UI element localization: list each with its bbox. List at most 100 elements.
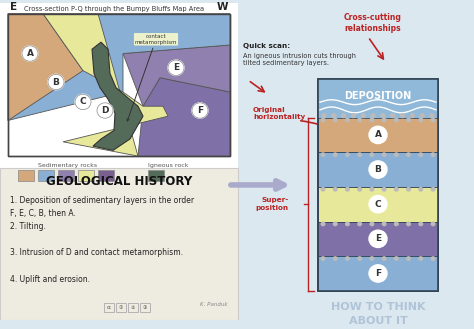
Text: Super-
position: Super- position bbox=[256, 197, 289, 211]
Bar bbox=[58, 169, 74, 181]
Circle shape bbox=[407, 222, 410, 226]
Bar bbox=[0, 3, 238, 320]
Circle shape bbox=[383, 188, 386, 191]
Text: F: F bbox=[197, 106, 203, 115]
Polygon shape bbox=[8, 14, 83, 120]
Text: E: E bbox=[173, 63, 179, 72]
Text: 1. Deposition of sedimentary layers in the order
F, E, C, B, then A.: 1. Deposition of sedimentary layers in t… bbox=[10, 196, 194, 218]
Circle shape bbox=[370, 118, 374, 122]
Bar bbox=[8, 14, 230, 156]
Circle shape bbox=[97, 103, 113, 118]
Text: B: B bbox=[374, 165, 382, 174]
Text: A: A bbox=[374, 130, 382, 139]
Text: E: E bbox=[375, 234, 381, 243]
Circle shape bbox=[168, 60, 184, 75]
Circle shape bbox=[419, 188, 423, 191]
Text: 3. Intrusion of D and contact metamorphism.: 3. Intrusion of D and contact metamorphi… bbox=[10, 248, 183, 258]
Circle shape bbox=[369, 126, 387, 143]
Circle shape bbox=[358, 118, 362, 122]
Polygon shape bbox=[138, 78, 230, 156]
Circle shape bbox=[369, 265, 387, 282]
Text: ①: ① bbox=[119, 305, 123, 310]
Text: C: C bbox=[80, 97, 86, 107]
Circle shape bbox=[333, 257, 337, 260]
Polygon shape bbox=[123, 45, 230, 106]
Text: W: W bbox=[217, 2, 228, 12]
Circle shape bbox=[369, 161, 387, 178]
Circle shape bbox=[394, 153, 398, 156]
Circle shape bbox=[394, 257, 398, 260]
Bar bbox=[18, 169, 34, 181]
Circle shape bbox=[369, 230, 387, 247]
Circle shape bbox=[75, 94, 91, 110]
Circle shape bbox=[321, 257, 325, 260]
Circle shape bbox=[383, 118, 386, 122]
Text: Original
horizontality: Original horizontality bbox=[253, 107, 305, 120]
Circle shape bbox=[333, 118, 337, 122]
Circle shape bbox=[419, 257, 423, 260]
Bar bbox=[318, 79, 438, 291]
Bar bbox=[140, 303, 150, 312]
Text: contact
metamorphism: contact metamorphism bbox=[127, 34, 177, 121]
Circle shape bbox=[410, 114, 414, 117]
Circle shape bbox=[346, 118, 349, 122]
Circle shape bbox=[383, 153, 386, 156]
Circle shape bbox=[358, 222, 362, 226]
Text: E: E bbox=[10, 2, 17, 12]
Circle shape bbox=[369, 195, 387, 213]
Circle shape bbox=[321, 153, 325, 156]
Circle shape bbox=[351, 114, 356, 117]
Circle shape bbox=[391, 114, 395, 117]
Text: 4. Uplift and erosion.: 4. Uplift and erosion. bbox=[10, 275, 90, 284]
Circle shape bbox=[333, 153, 337, 156]
Circle shape bbox=[346, 257, 349, 260]
Bar bbox=[116, 303, 126, 312]
Circle shape bbox=[358, 153, 362, 156]
Circle shape bbox=[394, 188, 398, 191]
Text: Cross-cutting
relationships: Cross-cutting relationships bbox=[344, 13, 402, 33]
Bar bbox=[0, 167, 238, 320]
Bar bbox=[238, 3, 474, 320]
Text: D: D bbox=[101, 106, 109, 115]
Bar bbox=[104, 303, 114, 312]
Text: B: B bbox=[53, 78, 59, 87]
Text: ③: ③ bbox=[143, 305, 147, 310]
Circle shape bbox=[342, 114, 346, 117]
Bar bbox=[318, 187, 438, 221]
Circle shape bbox=[383, 257, 386, 260]
Text: DEPOSITION: DEPOSITION bbox=[345, 91, 411, 101]
Circle shape bbox=[407, 257, 410, 260]
Circle shape bbox=[431, 188, 435, 191]
Polygon shape bbox=[43, 14, 168, 156]
Circle shape bbox=[361, 114, 365, 117]
Circle shape bbox=[370, 222, 374, 226]
Circle shape bbox=[346, 188, 349, 191]
Circle shape bbox=[322, 114, 326, 117]
Circle shape bbox=[394, 118, 398, 122]
Circle shape bbox=[431, 153, 435, 156]
Bar bbox=[38, 169, 54, 181]
Circle shape bbox=[321, 188, 325, 191]
Circle shape bbox=[371, 114, 375, 117]
Text: HOW TO THINK
ABOUT IT: HOW TO THINK ABOUT IT bbox=[331, 302, 425, 325]
Text: Quick scan:: Quick scan: bbox=[243, 43, 290, 49]
Polygon shape bbox=[8, 14, 230, 120]
Circle shape bbox=[401, 114, 404, 117]
Circle shape bbox=[430, 114, 434, 117]
Circle shape bbox=[431, 118, 435, 122]
Circle shape bbox=[370, 153, 374, 156]
Circle shape bbox=[333, 222, 337, 226]
Text: 2. Tilting.: 2. Tilting. bbox=[10, 221, 46, 231]
Circle shape bbox=[407, 188, 410, 191]
Text: ②: ② bbox=[131, 305, 135, 310]
Circle shape bbox=[419, 222, 423, 226]
Text: GEOLOGICAL HISTORY: GEOLOGICAL HISTORY bbox=[46, 175, 192, 188]
Text: C: C bbox=[374, 200, 381, 209]
Circle shape bbox=[407, 153, 410, 156]
Circle shape bbox=[192, 103, 208, 118]
Circle shape bbox=[431, 222, 435, 226]
Bar bbox=[318, 221, 438, 256]
Circle shape bbox=[381, 114, 385, 117]
Circle shape bbox=[332, 114, 336, 117]
Circle shape bbox=[321, 222, 325, 226]
